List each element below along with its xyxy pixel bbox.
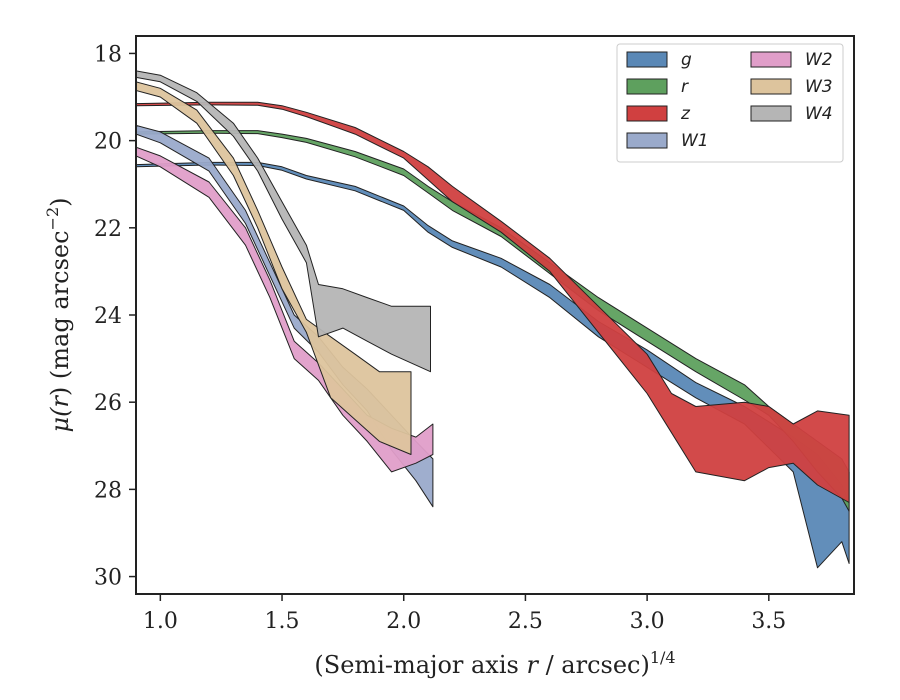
legend-label-r: r bbox=[681, 77, 689, 97]
legend-label-w1: W1 bbox=[681, 131, 709, 151]
band-r bbox=[136, 130, 850, 512]
x-tick-label: 1.5 bbox=[265, 609, 300, 634]
band-z bbox=[136, 101, 850, 503]
x-tick-label: 1.0 bbox=[143, 609, 178, 634]
y-axis-title: μ(r) (mag arcsec−2) bbox=[43, 197, 74, 432]
y-tick-label: 24 bbox=[94, 304, 122, 329]
x-axis-ticks: 1.0 1.5 2.0 2.5 3.0 3.5 bbox=[143, 594, 786, 634]
legend-swatch-z bbox=[626, 105, 668, 122]
band-w3 bbox=[136, 81, 412, 455]
x-axis-title: (Semi-major axis r / arcsec)1/4 bbox=[314, 648, 675, 679]
legend-label-z: z bbox=[680, 104, 691, 124]
x-tick-label: 3.5 bbox=[751, 609, 786, 634]
legend-swatch-w2 bbox=[750, 51, 792, 68]
legend-swatch-r bbox=[626, 78, 668, 95]
y-tick-label: 28 bbox=[94, 478, 122, 503]
x-tick-label: 2.5 bbox=[508, 609, 543, 634]
x-tick-label: 3.0 bbox=[630, 609, 665, 634]
band-w4 bbox=[136, 70, 431, 373]
legend-swatch-w1 bbox=[626, 132, 668, 149]
y-tick-label: 20 bbox=[94, 130, 122, 155]
y-tick-label: 22 bbox=[94, 217, 122, 242]
legend: grz W1 W2 W3 W4 bbox=[616, 43, 844, 163]
legend-label-w4: W4 bbox=[805, 104, 833, 124]
band-w1 bbox=[136, 124, 434, 508]
legend-swatch-g bbox=[626, 51, 668, 68]
legend-swatch-w4 bbox=[750, 105, 792, 122]
y-axis-ticks: 18 20 22 24 26 28 30 bbox=[94, 42, 136, 591]
y-tick-label: 30 bbox=[94, 566, 122, 591]
legend-label-w2: W2 bbox=[805, 50, 833, 70]
legend-box bbox=[616, 43, 844, 163]
y-tick-label: 26 bbox=[94, 391, 122, 416]
legend-label-g: g bbox=[681, 50, 692, 70]
profile-bands bbox=[136, 70, 850, 569]
band-g bbox=[136, 161, 850, 569]
legend-entries: grz W1 W2 W3 W4 bbox=[626, 50, 833, 151]
y-tick-label: 18 bbox=[94, 42, 122, 67]
x-tick-label: 2.0 bbox=[386, 609, 421, 634]
legend-label-w3: W3 bbox=[805, 77, 833, 97]
legend-swatch-w3 bbox=[750, 78, 792, 95]
